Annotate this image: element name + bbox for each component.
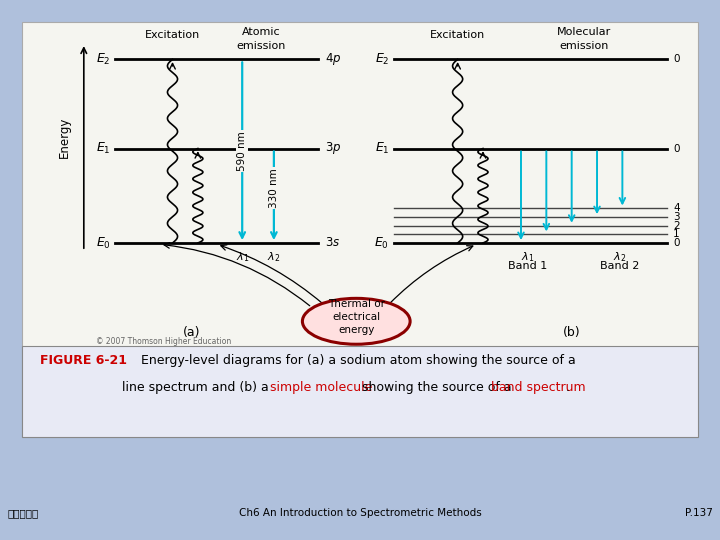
FancyBboxPatch shape [22,22,698,437]
Text: 1: 1 [673,230,680,239]
Text: 0: 0 [673,55,680,64]
Text: Excitation: Excitation [430,30,485,40]
Text: $\lambda_1$: $\lambda_1$ [521,249,534,264]
Text: emission: emission [237,41,286,51]
Text: $E_2$: $E_2$ [374,52,390,67]
Text: 3: 3 [673,212,680,222]
Text: $\lambda_1$: $\lambda_1$ [235,249,249,264]
Text: $4p$: $4p$ [325,51,341,68]
Text: (b): (b) [563,326,580,339]
Text: 0: 0 [673,238,680,248]
Text: $E_0$: $E_0$ [96,235,110,251]
Text: Molecular: Molecular [557,28,611,37]
Text: simple molecule: simple molecule [270,381,372,394]
FancyBboxPatch shape [22,346,698,437]
Text: line spectrum and (b) a: line spectrum and (b) a [122,381,273,394]
Circle shape [302,298,410,345]
Text: FIGURE 6-21: FIGURE 6-21 [40,354,127,367]
Text: .: . [566,381,570,394]
Text: Band 2: Band 2 [600,261,639,271]
Text: 画歐亞書局: 画歐亞書局 [7,508,38,518]
Text: Thermal or
electrical
energy: Thermal or electrical energy [328,299,384,335]
Text: 4: 4 [673,204,680,213]
Text: $E_0$: $E_0$ [374,235,390,251]
Text: Energy-level diagrams for (a) a sodium atom showing the source of a: Energy-level diagrams for (a) a sodium a… [133,354,576,367]
Text: emission: emission [559,41,609,51]
Text: $3s$: $3s$ [325,237,340,249]
Text: Excitation: Excitation [145,30,200,40]
Text: $E_1$: $E_1$ [96,141,110,156]
Text: P.137: P.137 [685,508,713,518]
Text: band spectrum: band spectrum [491,381,585,394]
Text: 590 nm: 590 nm [237,131,247,171]
Text: 330 nm: 330 nm [269,168,279,207]
Text: Atomic: Atomic [242,28,281,37]
Text: $E_1$: $E_1$ [374,141,390,156]
Text: (a): (a) [183,326,200,339]
Text: showing the source of a: showing the source of a [358,381,516,394]
Text: 2: 2 [673,221,680,231]
Text: Band 1: Band 1 [508,261,547,271]
Text: © 2007 Thomson Higher Education: © 2007 Thomson Higher Education [96,337,232,346]
Text: Energy: Energy [58,117,71,158]
Text: $\lambda_2$: $\lambda_2$ [267,249,281,264]
Text: 0: 0 [673,144,680,153]
Text: $3p$: $3p$ [325,140,341,157]
Text: Ch6 An Introduction to Spectrometric Methods: Ch6 An Introduction to Spectrometric Met… [238,508,482,518]
Text: $\lambda_2$: $\lambda_2$ [613,249,626,264]
Text: $E_2$: $E_2$ [96,52,110,67]
